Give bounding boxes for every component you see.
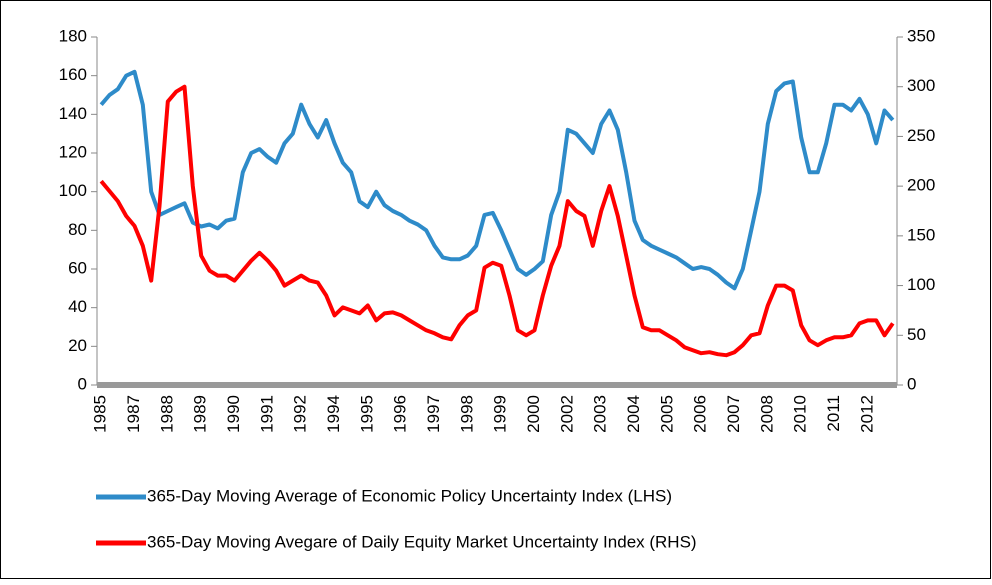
x-tick-label: 1994: [324, 395, 343, 433]
y-tick-label: 120: [59, 142, 87, 161]
y2-tick-label: 350: [907, 26, 935, 45]
legend-label: 365-Day Moving Average of Economic Polic…: [147, 486, 672, 505]
x-tick-label: 1989: [191, 395, 210, 433]
y2-tick-label: 150: [907, 225, 935, 244]
y2-tick-label: 0: [907, 374, 916, 393]
x-axis-band: [97, 382, 897, 388]
y2-tick-label: 50: [907, 325, 926, 344]
y-tick-label: 160: [59, 65, 87, 84]
x-tick-label: 2005: [657, 395, 676, 433]
x-tick-label: 1999: [491, 395, 510, 433]
x-tick-label: 2008: [757, 395, 776, 433]
x-tick-label: 2004: [624, 395, 643, 433]
y-tick-label: 40: [68, 297, 87, 316]
x-tick-label: 2012: [857, 395, 876, 433]
x-tick-label: 2007: [724, 395, 743, 433]
x-tick-label: 1997: [424, 395, 443, 433]
x-tick-label: 1988: [157, 395, 176, 433]
y-tick-label: 60: [68, 258, 87, 277]
y-tick-label: 140: [59, 104, 87, 123]
x-tick-label: 2003: [591, 395, 610, 433]
y-tick-label: 20: [68, 336, 87, 355]
legend-label: 365-Day Moving Avegare of Daily Equity M…: [147, 532, 697, 551]
series-line: [99, 69, 895, 291]
x-tick-label: 1992: [291, 395, 310, 433]
y-tick-label: 180: [59, 26, 87, 45]
y-tick-label: 0: [78, 374, 87, 393]
x-tick-label: 2010: [791, 395, 810, 433]
x-tick-label: 2000: [524, 395, 543, 433]
y2-tick-label: 200: [907, 176, 935, 195]
y2-tick-label: 100: [907, 275, 935, 294]
x-tick-label: 1995: [357, 395, 376, 433]
x-tick-label: 1985: [91, 395, 110, 433]
y-tick-label: 80: [68, 220, 87, 239]
x-tick-label: 1990: [224, 395, 243, 433]
y2-tick-label: 300: [907, 76, 935, 95]
x-tick-label: 1996: [391, 395, 410, 433]
x-tick-label: 2006: [691, 395, 710, 433]
series-line: [99, 84, 895, 358]
x-tick-label: 1987: [124, 395, 143, 433]
x-tick-label: 1998: [457, 395, 476, 433]
x-tick-label: 2011: [824, 395, 843, 432]
x-tick-label: 2002: [557, 395, 576, 433]
y2-tick-label: 250: [907, 126, 935, 145]
x-tick-label: 1991: [257, 395, 276, 433]
y-tick-label: 100: [59, 181, 87, 200]
